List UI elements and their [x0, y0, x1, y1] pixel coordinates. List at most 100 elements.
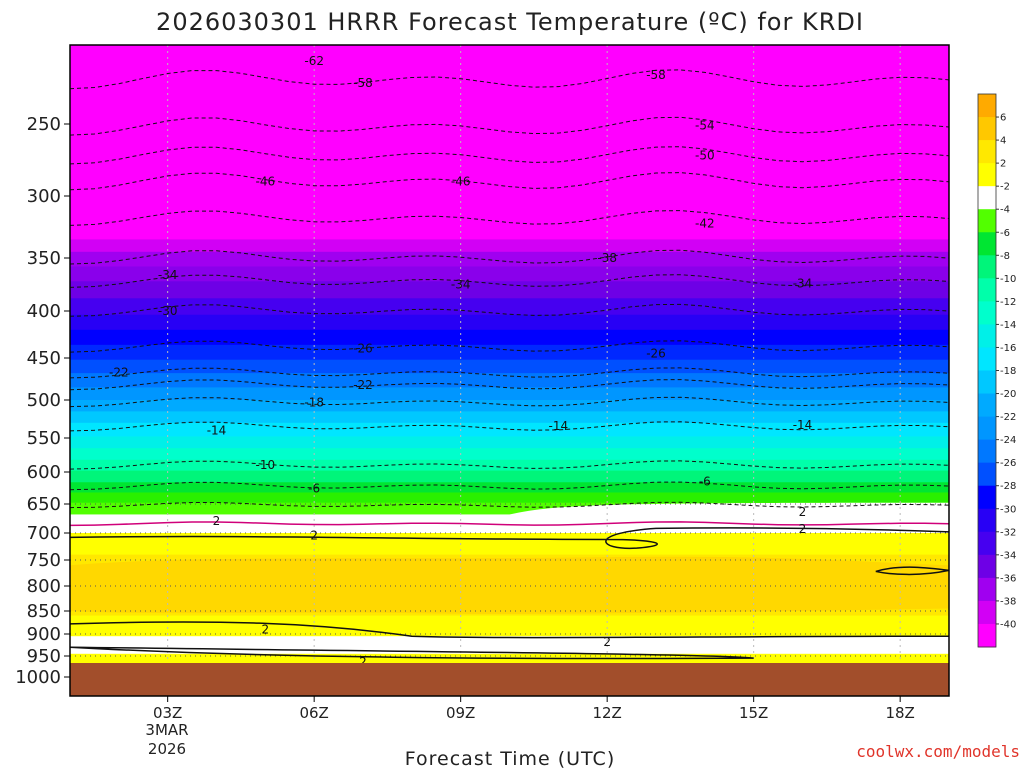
- y-tick-label: 700: [27, 523, 61, 544]
- temperature-band: [70, 387, 949, 401]
- colorbar-swatch: [978, 600, 996, 625]
- isotherm-label: 2: [310, 529, 318, 543]
- y-tick-label: 750: [27, 550, 61, 571]
- colorbar-label: -36: [1000, 573, 1016, 584]
- temperature-band: [70, 492, 949, 504]
- isotherm-labels: -62-58-58-54-50-46 -46-42-38-34-34 -34-30-…: [109, 54, 812, 669]
- isotherm-label: -22: [353, 378, 373, 392]
- colorbar-swatch: [978, 577, 996, 602]
- y-tick-label: 1000: [15, 667, 61, 688]
- credit-text[interactable]: coolwx.com/models: [856, 742, 1020, 761]
- colorbar-swatch: [978, 163, 996, 187]
- isotherm-line: [70, 340, 949, 353]
- isotherm-line: [70, 274, 949, 288]
- x-date-line-1: 3MAR: [145, 721, 188, 739]
- colorbar-label: -38: [1000, 596, 1016, 607]
- isotherm-label: 2: [799, 505, 807, 519]
- isotherm-label: -30: [158, 304, 178, 318]
- x-tick-label: 12Z: [592, 704, 621, 722]
- colorbar-label: -22: [1000, 412, 1016, 423]
- colorbar-swatch: [978, 278, 996, 302]
- y-tick-label: 450: [27, 348, 61, 369]
- temperature-band: [70, 329, 949, 346]
- isotherm-label: -14: [207, 423, 227, 437]
- temperature-band: [70, 448, 949, 461]
- isotherm-line: [70, 172, 949, 191]
- temperature-band: [70, 459, 949, 472]
- colorbar-label: -14: [1000, 320, 1016, 331]
- x-axis-label: Forecast Time (UTC): [405, 748, 615, 768]
- y-tick-label: 350: [27, 248, 61, 269]
- colorbar-label: 4: [1000, 136, 1006, 147]
- colorbar-swatch: [978, 140, 996, 164]
- colorbar-swatch: [978, 554, 996, 579]
- isotherm-line: [70, 69, 949, 90]
- isotherm-label: -6: [308, 482, 320, 496]
- x-tick-label: 09Z: [446, 704, 475, 722]
- isotherm-label: -26: [353, 342, 373, 356]
- colorbar-swatch: [978, 370, 996, 395]
- chart-title: 2026030301 HRRR Forecast Temperature (ºC…: [156, 8, 864, 36]
- y-tick-label: 500: [27, 390, 61, 411]
- plot-frame: [69, 44, 950, 697]
- colorbar-swatch: [978, 347, 996, 371]
- temperature-band: [70, 636, 949, 655]
- isotherm-label: -62: [304, 54, 324, 68]
- isotherm-label: -46: [256, 175, 276, 189]
- isotherm-label: -46: [451, 175, 471, 189]
- isotherm-line: [70, 249, 949, 265]
- isotherm-line: [70, 210, 949, 226]
- time-axis: 03Z 06Z 09Z 12Z 15Z 18Z: [153, 696, 915, 722]
- isotherm-label: 2: [603, 635, 611, 649]
- colorbar-label: -12: [1000, 297, 1016, 308]
- colorbar-label: -18: [1000, 366, 1016, 377]
- colorbar-swatch: [978, 623, 996, 648]
- isotherm-line: [70, 521, 949, 527]
- isotherm-line: [875, 566, 949, 576]
- colorbar-swatch: [978, 439, 996, 464]
- colorbar-swatch: [978, 485, 996, 510]
- temperature-band: [70, 470, 949, 483]
- temperature-band: [70, 239, 949, 253]
- isotherm-label: -42: [695, 216, 715, 230]
- y-tick-label: 650: [27, 494, 61, 515]
- y-tick-label: 950: [27, 646, 61, 667]
- temperature-band: [70, 298, 949, 316]
- colorbar-label: 2: [1000, 159, 1006, 170]
- colorbar-label: -34: [1000, 550, 1016, 561]
- colorbar-swatch: [978, 186, 996, 210]
- isotherm-label: 2: [799, 522, 807, 536]
- isotherm-line: [70, 116, 949, 136]
- isotherm-line: [70, 303, 949, 317]
- temperature-band: [70, 411, 949, 424]
- temperature-band: [70, 436, 949, 449]
- colorbar-swatch: [978, 393, 996, 418]
- isotherm-label: -14: [549, 419, 569, 433]
- x-tick-label: 18Z: [885, 704, 914, 722]
- colorbar-swatch: [978, 508, 996, 533]
- isotherm-line: [70, 621, 949, 639]
- temperature-band: [70, 373, 949, 388]
- warm-core-band: [70, 556, 949, 614]
- colorbar-legend: 6 4 2 -2 -4 -6 -8 -10 -12 -14 -16 -18 -20 -22 -24 -26 -2…: [977, 93, 1016, 648]
- isotherm-label: -54: [695, 118, 715, 132]
- x-tick-label: 03Z: [153, 704, 182, 722]
- colorbar-swatch: [978, 117, 996, 141]
- isotherm-label: -38: [597, 251, 617, 265]
- isotherm-line: [70, 146, 949, 165]
- colorbar-swatch: [978, 94, 996, 118]
- y-tick-label: 550: [27, 428, 61, 449]
- isotherm-line: [70, 646, 754, 660]
- temperature-band: [70, 359, 949, 374]
- temperature-band: [70, 281, 949, 299]
- isotherm-label: -26: [646, 346, 666, 360]
- colorbar-label: -10: [1000, 274, 1016, 285]
- isotherm-label: 2: [359, 655, 367, 669]
- melting-layer-band: [509, 502, 949, 515]
- y-tick-label: 900: [27, 624, 61, 645]
- temperature-band: [70, 533, 949, 556]
- y-tick-label: 250: [27, 114, 61, 135]
- colorbar-swatch: [978, 232, 996, 256]
- y-tick-label: 400: [27, 301, 61, 322]
